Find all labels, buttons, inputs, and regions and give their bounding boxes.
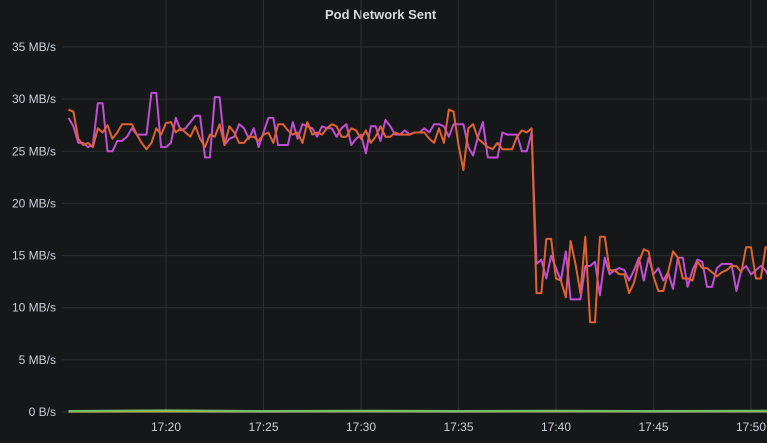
y-tick-label: 25 MB/s — [12, 144, 56, 158]
x-tick-label: 17:50 — [736, 420, 766, 434]
series-line — [67, 91, 767, 301]
x-tick-label: 17:35 — [443, 420, 473, 434]
y-tick-label: 5 MB/s — [19, 353, 56, 367]
x-tick-label: 17:20 — [151, 420, 181, 434]
chart-title: Pod Network Sent — [325, 7, 437, 22]
y-tick-label: 10 MB/s — [12, 301, 56, 315]
grid — [62, 0, 767, 413]
series-layer — [67, 91, 767, 413]
y-tick-label: 0 B/s — [29, 405, 56, 419]
x-tick-label: 17:45 — [638, 420, 668, 434]
y-axis: 0 B/s 5 MB/s 10 MB/s 15 MB/s 20 MB/s 25 MB/s 3… — [12, 40, 56, 419]
y-tick-label: 20 MB/s — [12, 196, 56, 210]
series-line — [68, 108, 767, 324]
x-tick-label: 17:25 — [248, 420, 278, 434]
x-tick-label: 17:40 — [541, 420, 571, 434]
x-tick-label: 17:30 — [346, 420, 376, 434]
y-tick-label: 35 MB/s — [12, 40, 56, 54]
series-line — [68, 409, 767, 412]
x-axis: 17:20 17:25 17:30 17:35 17:40 17:45 17:50 — [151, 420, 766, 434]
y-tick-label: 30 MB/s — [12, 92, 56, 106]
y-tick-label: 15 MB/s — [12, 249, 56, 263]
